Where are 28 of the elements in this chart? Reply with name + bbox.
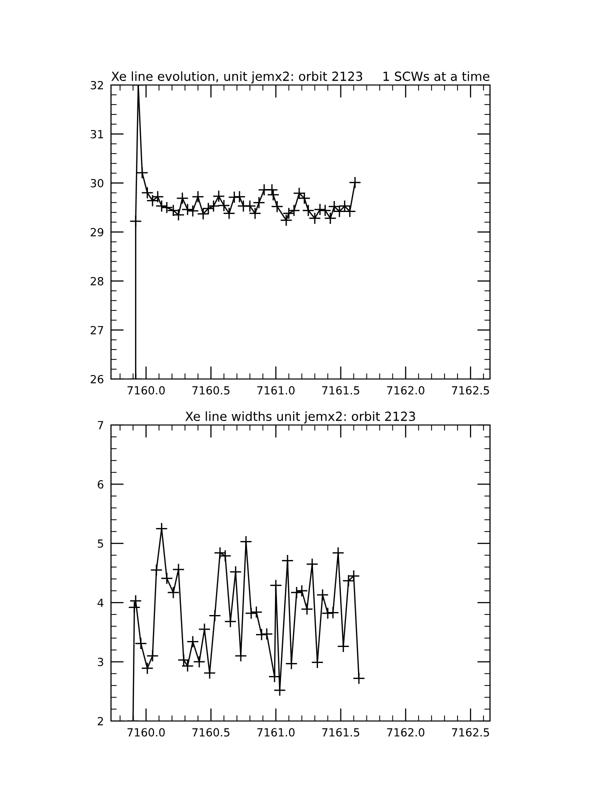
y-tick-label: 29 bbox=[90, 228, 104, 236]
x-tick-label: 7161.0 bbox=[257, 728, 295, 737]
y-tick-label: 6 bbox=[98, 480, 104, 489]
chart-title: Xe line evolution, unit jemx2: orbit 2123 bbox=[111, 71, 362, 84]
y-tick-label: 27 bbox=[90, 326, 104, 334]
x-tick-label: 7162.5 bbox=[452, 728, 489, 737]
y-tick-label: 28 bbox=[90, 276, 104, 286]
y-tick-label: 2 bbox=[98, 716, 103, 726]
x-tick-label: 7160.5 bbox=[192, 386, 230, 395]
y-tick-label: 32 bbox=[90, 80, 103, 90]
x-tick-label: 7161.5 bbox=[322, 728, 360, 737]
x-tick-label: 7160.0 bbox=[128, 728, 165, 737]
x-tick-label: 7162.0 bbox=[387, 728, 424, 737]
x-tick-label: 7162.0 bbox=[387, 386, 424, 395]
x-tick-label: 7161.0 bbox=[257, 386, 295, 395]
y-tick-label: 5 bbox=[98, 540, 104, 548]
y-tick-label: 3 bbox=[98, 658, 104, 666]
chart-title: Xe line widths unit jemx2: orbit 2123 bbox=[185, 411, 416, 424]
y-tick-label: 30 bbox=[90, 178, 104, 188]
y-tick-label: 31 bbox=[90, 130, 104, 138]
x-tick-label: 7160.0 bbox=[128, 386, 165, 395]
y-tick-label: 26 bbox=[90, 374, 104, 384]
x-tick-label: 7162.5 bbox=[452, 386, 489, 395]
x-tick-label: 7160.5 bbox=[192, 728, 230, 737]
x-tick-label: 7161.5 bbox=[322, 386, 360, 395]
chart-subtitle: 1 SCWs at a time bbox=[384, 71, 490, 82]
y-tick-label: 7 bbox=[98, 421, 104, 430]
y-tick-label: 4 bbox=[98, 598, 104, 607]
